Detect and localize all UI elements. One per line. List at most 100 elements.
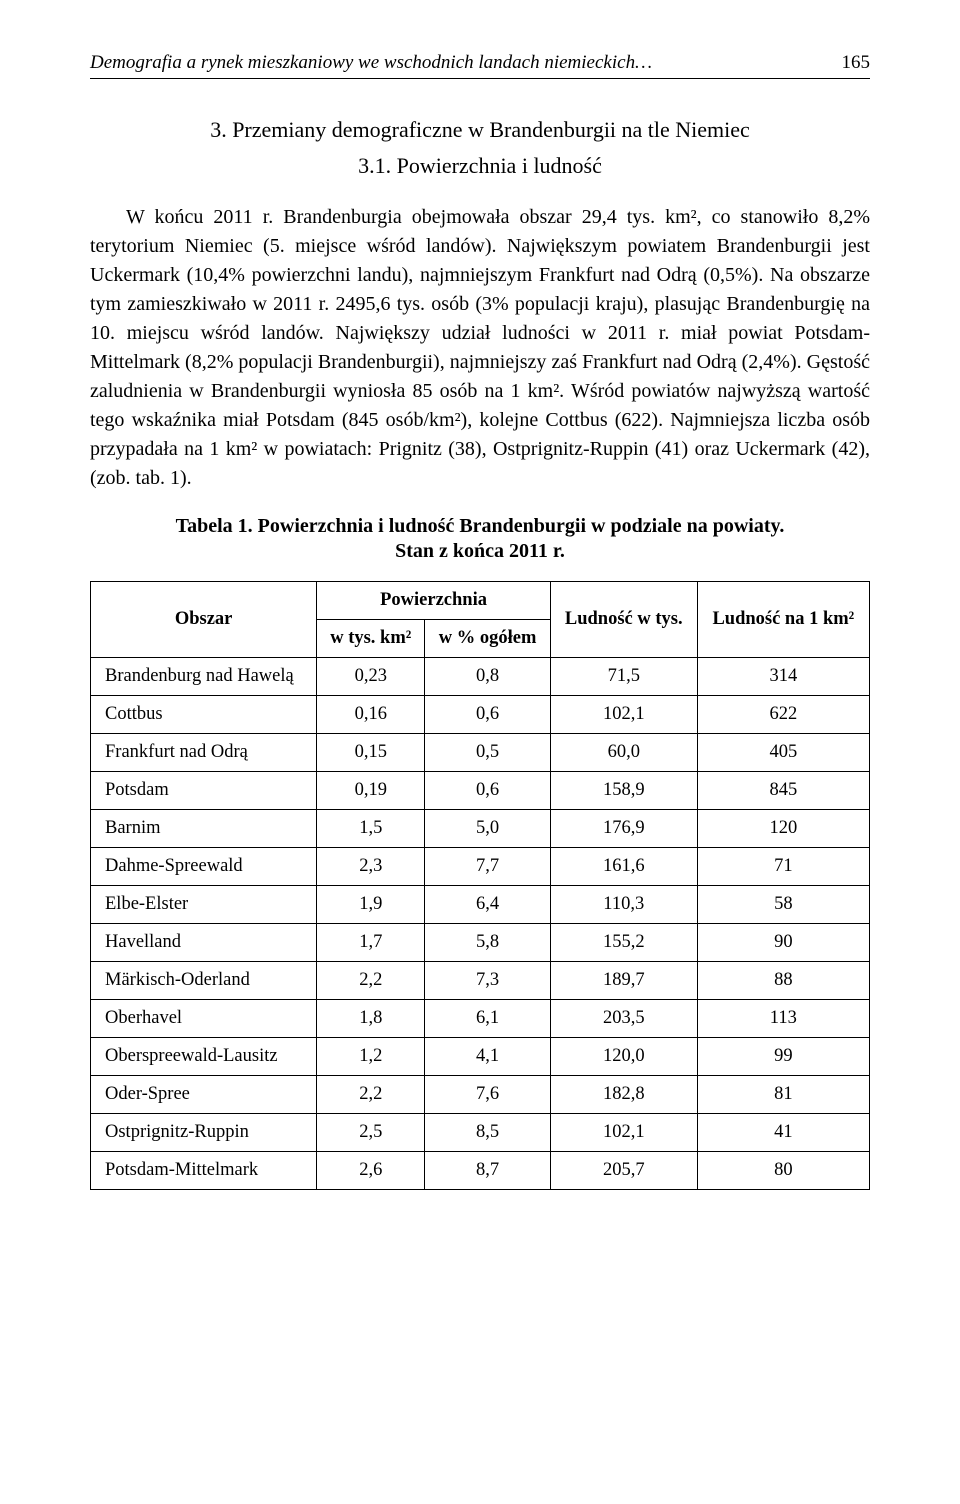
cell-pct: 4,1 [425,1038,551,1076]
table-body: Brandenburg nad Hawelą0,230,871,5314Cott… [91,658,870,1190]
cell-area: Havelland [91,924,317,962]
cell-km: 1,8 [317,1000,425,1038]
cell-area: Potsdam [91,772,317,810]
cell-area: Oberspreewald-Lausitz [91,1038,317,1076]
table-header-row-1: Obszar Powierzchnia Ludność w tys. Ludno… [91,582,870,620]
data-table: Obszar Powierzchnia Ludność w tys. Ludno… [90,581,870,1190]
cell-km: 1,2 [317,1038,425,1076]
cell-pct: 6,4 [425,886,551,924]
cell-area: Potsdam-Mittelmark [91,1152,317,1190]
col-area: Obszar [91,582,317,658]
cell-area: Oder-Spree [91,1076,317,1114]
cell-dens: 845 [697,772,869,810]
cell-km: 0,19 [317,772,425,810]
table-row: Märkisch-Oderland2,27,3189,788 [91,962,870,1000]
cell-pct: 0,5 [425,734,551,772]
cell-dens: 622 [697,696,869,734]
cell-km: 0,16 [317,696,425,734]
cell-km: 2,2 [317,1076,425,1114]
table-row: Potsdam0,190,6158,9845 [91,772,870,810]
cell-pop: 182,8 [550,1076,697,1114]
cell-area: Märkisch-Oderland [91,962,317,1000]
table-row: Ostprignitz-Ruppin2,58,5102,141 [91,1114,870,1152]
cell-pop: 60,0 [550,734,697,772]
cell-dens: 314 [697,658,869,696]
cell-area: Elbe-Elster [91,886,317,924]
cell-km: 1,9 [317,886,425,924]
cell-pop: 102,1 [550,1114,697,1152]
cell-area: Dahme-Spreewald [91,848,317,886]
running-title: Demografia a rynek mieszkaniowy we wscho… [90,52,652,74]
cell-pct: 5,8 [425,924,551,962]
table-row: Oder-Spree2,27,6182,881 [91,1076,870,1114]
cell-pop: 158,9 [550,772,697,810]
cell-km: 1,7 [317,924,425,962]
table-row: Frankfurt nad Odrą0,150,560,0405 [91,734,870,772]
cell-pop: 71,5 [550,658,697,696]
running-header: Demografia a rynek mieszkaniowy we wscho… [90,52,870,79]
cell-pct: 7,7 [425,848,551,886]
cell-dens: 81 [697,1076,869,1114]
cell-km: 2,5 [317,1114,425,1152]
cell-km: 0,15 [317,734,425,772]
table-row: Oberhavel1,86,1203,5113 [91,1000,870,1038]
cell-km: 1,5 [317,810,425,848]
cell-pop: 120,0 [550,1038,697,1076]
cell-km: 2,2 [317,962,425,1000]
cell-pop: 102,1 [550,696,697,734]
cell-pct: 7,3 [425,962,551,1000]
cell-dens: 88 [697,962,869,1000]
section-title: 3. Przemiany demograficzne w Brandenburg… [90,117,870,143]
cell-dens: 405 [697,734,869,772]
cell-pct: 6,1 [425,1000,551,1038]
col-dens: Ludność na 1 km² [697,582,869,658]
table-subtitle: Stan z końca 2011 r. [90,540,870,563]
cell-dens: 80 [697,1152,869,1190]
table-row: Dahme-Spreewald2,37,7161,671 [91,848,870,886]
col-surface-km: w tys. km² [317,620,425,658]
cell-pct: 0,6 [425,772,551,810]
cell-pop: 189,7 [550,962,697,1000]
cell-pct: 5,0 [425,810,551,848]
cell-pop: 203,5 [550,1000,697,1038]
cell-pop: 176,9 [550,810,697,848]
page-number: 165 [842,52,871,74]
subsection-title: 3.1. Powierzchnia i ludność [90,153,870,179]
cell-area: Cottbus [91,696,317,734]
cell-km: 2,3 [317,848,425,886]
table-row: Barnim1,55,0176,9120 [91,810,870,848]
cell-dens: 58 [697,886,869,924]
table-head: Obszar Powierzchnia Ludność w tys. Ludno… [91,582,870,658]
cell-dens: 71 [697,848,869,886]
cell-pop: 155,2 [550,924,697,962]
cell-area: Barnim [91,810,317,848]
cell-pct: 7,6 [425,1076,551,1114]
page: Demografia a rynek mieszkaniowy we wscho… [0,0,960,1230]
cell-area: Frankfurt nad Odrą [91,734,317,772]
table-row: Elbe-Elster1,96,4110,358 [91,886,870,924]
cell-pop: 110,3 [550,886,697,924]
cell-pop: 161,6 [550,848,697,886]
cell-area: Oberhavel [91,1000,317,1038]
cell-dens: 113 [697,1000,869,1038]
cell-dens: 90 [697,924,869,962]
cell-pct: 8,5 [425,1114,551,1152]
cell-dens: 41 [697,1114,869,1152]
table-row: Havelland1,75,8155,290 [91,924,870,962]
table-row: Cottbus0,160,6102,1622 [91,696,870,734]
col-surface: Powierzchnia [317,582,551,620]
cell-km: 2,6 [317,1152,425,1190]
cell-dens: 120 [697,810,869,848]
cell-dens: 99 [697,1038,869,1076]
table-title: Tabela 1. Powierzchnia i ludność Branden… [90,515,870,538]
body-paragraph: W końcu 2011 r. Brandenburgia obejmowała… [90,203,870,493]
col-surface-pct: w % ogółem [425,620,551,658]
cell-km: 0,23 [317,658,425,696]
cell-pct: 0,8 [425,658,551,696]
cell-pct: 0,6 [425,696,551,734]
cell-area: Ostprignitz-Ruppin [91,1114,317,1152]
table-row: Oberspreewald-Lausitz1,24,1120,099 [91,1038,870,1076]
table-row: Brandenburg nad Hawelą0,230,871,5314 [91,658,870,696]
cell-pop: 205,7 [550,1152,697,1190]
col-pop: Ludność w tys. [550,582,697,658]
